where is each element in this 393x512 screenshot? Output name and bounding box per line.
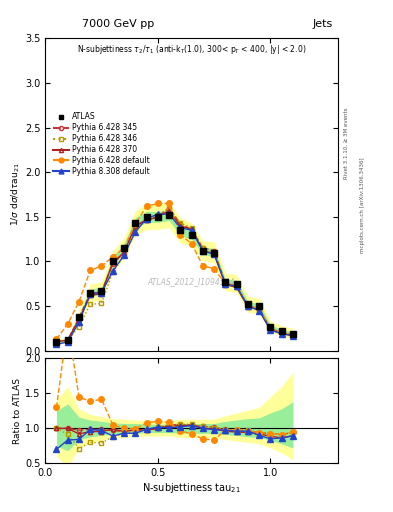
Text: 7000 GeV pp: 7000 GeV pp <box>82 19 154 30</box>
Text: Jets: Jets <box>312 19 332 30</box>
Text: N-subjettiness $\tau_2/\tau_1$ (anti-k$_T$(1.0), 300< p$_T$ < 400, |y| < 2.0): N-subjettiness $\tau_2/\tau_1$ (anti-k$_… <box>77 43 306 56</box>
X-axis label: N-subjettiness tau$_{21}$: N-subjettiness tau$_{21}$ <box>142 481 241 495</box>
Text: ATLAS_2012_I1094564: ATLAS_2012_I1094564 <box>148 278 235 287</box>
Text: mcplots.cern.ch [arXiv:1306.3436]: mcplots.cern.ch [arXiv:1306.3436] <box>360 157 365 252</box>
Y-axis label: 1/$\sigma$ d$\sigma$/d$\tau$au$_{21}$: 1/$\sigma$ d$\sigma$/d$\tau$au$_{21}$ <box>9 163 22 226</box>
Legend: ATLAS, Pythia 6.428 345, Pythia 6.428 346, Pythia 6.428 370, Pythia 6.428 defaul: ATLAS, Pythia 6.428 345, Pythia 6.428 34… <box>52 111 151 178</box>
Text: Rivet 3.1.10, ≥ 3M events: Rivet 3.1.10, ≥ 3M events <box>344 108 349 179</box>
Y-axis label: Ratio to ATLAS: Ratio to ATLAS <box>13 378 22 444</box>
